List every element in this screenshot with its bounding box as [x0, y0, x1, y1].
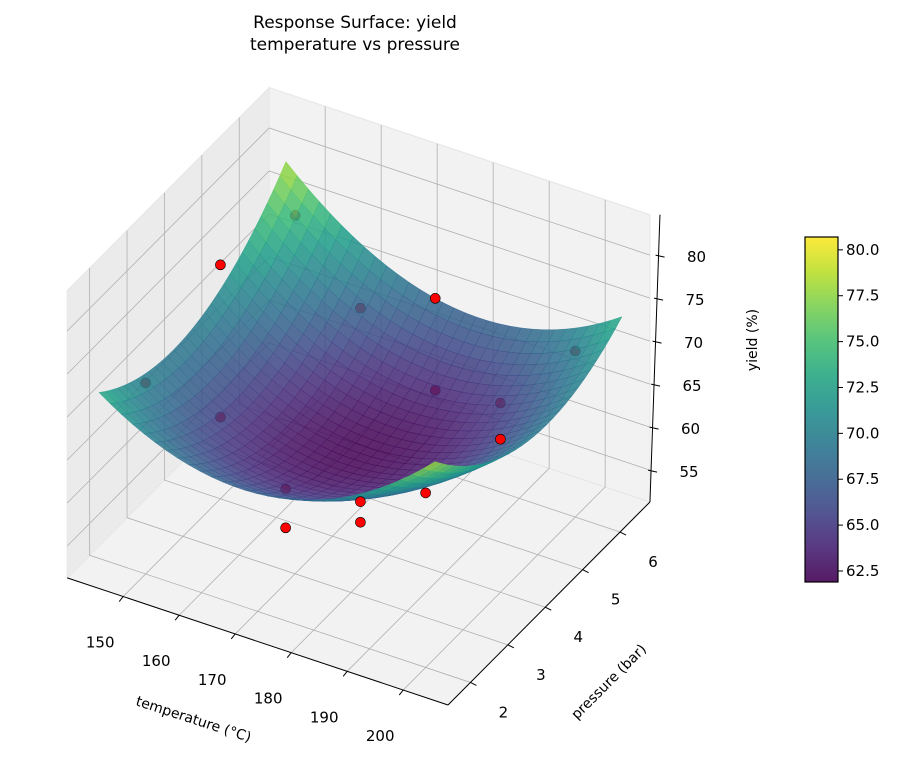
- y-tick: [545, 606, 552, 611]
- x-tick: [286, 652, 292, 658]
- z-tick-label: 65: [683, 377, 702, 395]
- surface: [98, 161, 623, 502]
- z-tick: [647, 469, 658, 473]
- y-tick: [619, 531, 627, 536]
- z-tick-label: 80: [687, 248, 706, 266]
- z-axis-line: [649, 214, 661, 502]
- colorbar-tick-label: 80.0: [846, 241, 879, 259]
- y-axis-line: [447, 501, 651, 706]
- z-tick-label: 70: [684, 334, 703, 352]
- surface-patch: [423, 461, 442, 471]
- x-tick: [230, 633, 236, 640]
- x-tick-label: 150: [86, 634, 115, 652]
- x-axis-label: temperature (°C): [134, 694, 253, 746]
- z-tick-label: 75: [686, 291, 705, 309]
- x-tick: [342, 671, 348, 677]
- scatter-front: [215, 259, 506, 528]
- colorbar-tick-label: 72.5: [846, 378, 879, 396]
- data-point: [429, 293, 441, 304]
- y-tick: [582, 569, 589, 574]
- x-gridline: [402, 199, 606, 691]
- colorbar-tick-label: 70.0: [846, 424, 879, 442]
- y-gridline: [164, 192, 546, 608]
- x-tick-label: 190: [310, 708, 339, 726]
- y-tick: [470, 681, 477, 686]
- data-point: [355, 496, 366, 507]
- data-point: [420, 487, 431, 499]
- y-gridline: [89, 268, 471, 683]
- z-tick: [649, 426, 659, 430]
- colorbar-tick-label: 77.5: [846, 287, 879, 305]
- z-axis-label: yield (%): [745, 309, 761, 371]
- z-tick: [650, 383, 661, 387]
- y-gridline: [126, 230, 508, 646]
- data-point: [215, 259, 226, 271]
- subtitle-line: temperature vs pressure: [249, 35, 460, 55]
- z-tick: [653, 297, 664, 301]
- x-tick: [398, 689, 404, 696]
- data-point: [280, 522, 291, 534]
- colorbar-gradient: [804, 236, 839, 583]
- y-tick-label: 2: [499, 703, 509, 721]
- colorbar-tick-label: 62.5: [846, 562, 879, 580]
- x-tick-label: 160: [142, 652, 171, 670]
- y-tick: [507, 644, 515, 649]
- x-tick-label: 200: [366, 727, 395, 745]
- y-tick-label: 5: [611, 591, 621, 609]
- x-gridline: [346, 181, 550, 672]
- data-point: [495, 433, 506, 445]
- y-tick-label: 4: [573, 628, 583, 646]
- z-tick-label: 55: [680, 463, 699, 481]
- title-line: Response Surface: yield: [253, 13, 457, 33]
- z-tick: [652, 340, 662, 344]
- x-axis-line: [67, 577, 449, 706]
- z-tick: [655, 254, 665, 258]
- x-tick: [174, 614, 180, 621]
- z-tick-label: 60: [681, 420, 700, 438]
- y-axis-label: pressure (bar): [569, 641, 650, 722]
- colorbar-tick-label: 65.0: [846, 516, 879, 534]
- data-point: [355, 517, 366, 528]
- x-tick-label: 170: [198, 671, 227, 689]
- y-tick-label: 3: [536, 666, 546, 684]
- y-tick-label: 6: [648, 553, 658, 571]
- x-tick-label: 180: [254, 690, 283, 708]
- z-gridline: [66, 127, 651, 332]
- colorbar-tick-label: 67.5: [846, 470, 879, 488]
- axes: 150 160 170 180 190 200 2 3 4 5 6 55 60 65 70 75 80: [67, 214, 706, 745]
- colorbar: 62.5 65.0 67.5 70.0 72.5 75.0 77.5 80.0: [804, 236, 879, 583]
- x-tick: [118, 596, 124, 602]
- colorbar-tick-label: 75.0: [846, 333, 879, 351]
- chart-title: Response Surface: yield temperature vs p…: [0, 12, 710, 56]
- z-gridline: [66, 170, 651, 375]
